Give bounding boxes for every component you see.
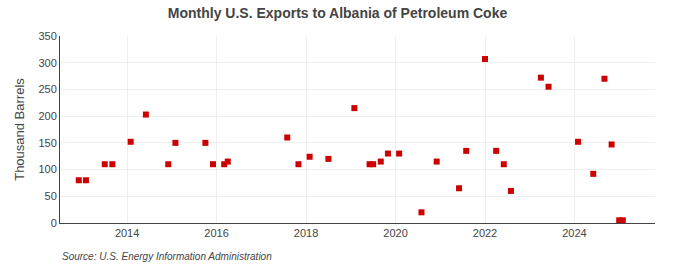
svg-text:2014: 2014 (115, 227, 139, 239)
svg-text:Thousand Barrels: Thousand Barrels (12, 78, 27, 181)
svg-text:2022: 2022 (473, 227, 497, 239)
svg-text:300: 300 (38, 57, 56, 69)
svg-text:200: 200 (38, 110, 56, 122)
svg-text:2018: 2018 (294, 227, 318, 239)
svg-text:100: 100 (38, 163, 56, 175)
svg-text:250: 250 (38, 83, 56, 95)
svg-text:Monthly U.S. Exports to Albani: Monthly U.S. Exports to Albania of Petro… (168, 5, 508, 21)
svg-text:2016: 2016 (204, 227, 228, 239)
svg-text:2024: 2024 (562, 227, 586, 239)
svg-text:150: 150 (38, 137, 56, 149)
svg-text:0: 0 (51, 217, 57, 229)
svg-text:Source: U.S. Energy Informatio: Source: U.S. Energy Information Administ… (62, 251, 272, 262)
svg-text:350: 350 (38, 30, 56, 42)
svg-text:2020: 2020 (383, 227, 407, 239)
svg-text:50: 50 (45, 190, 57, 202)
